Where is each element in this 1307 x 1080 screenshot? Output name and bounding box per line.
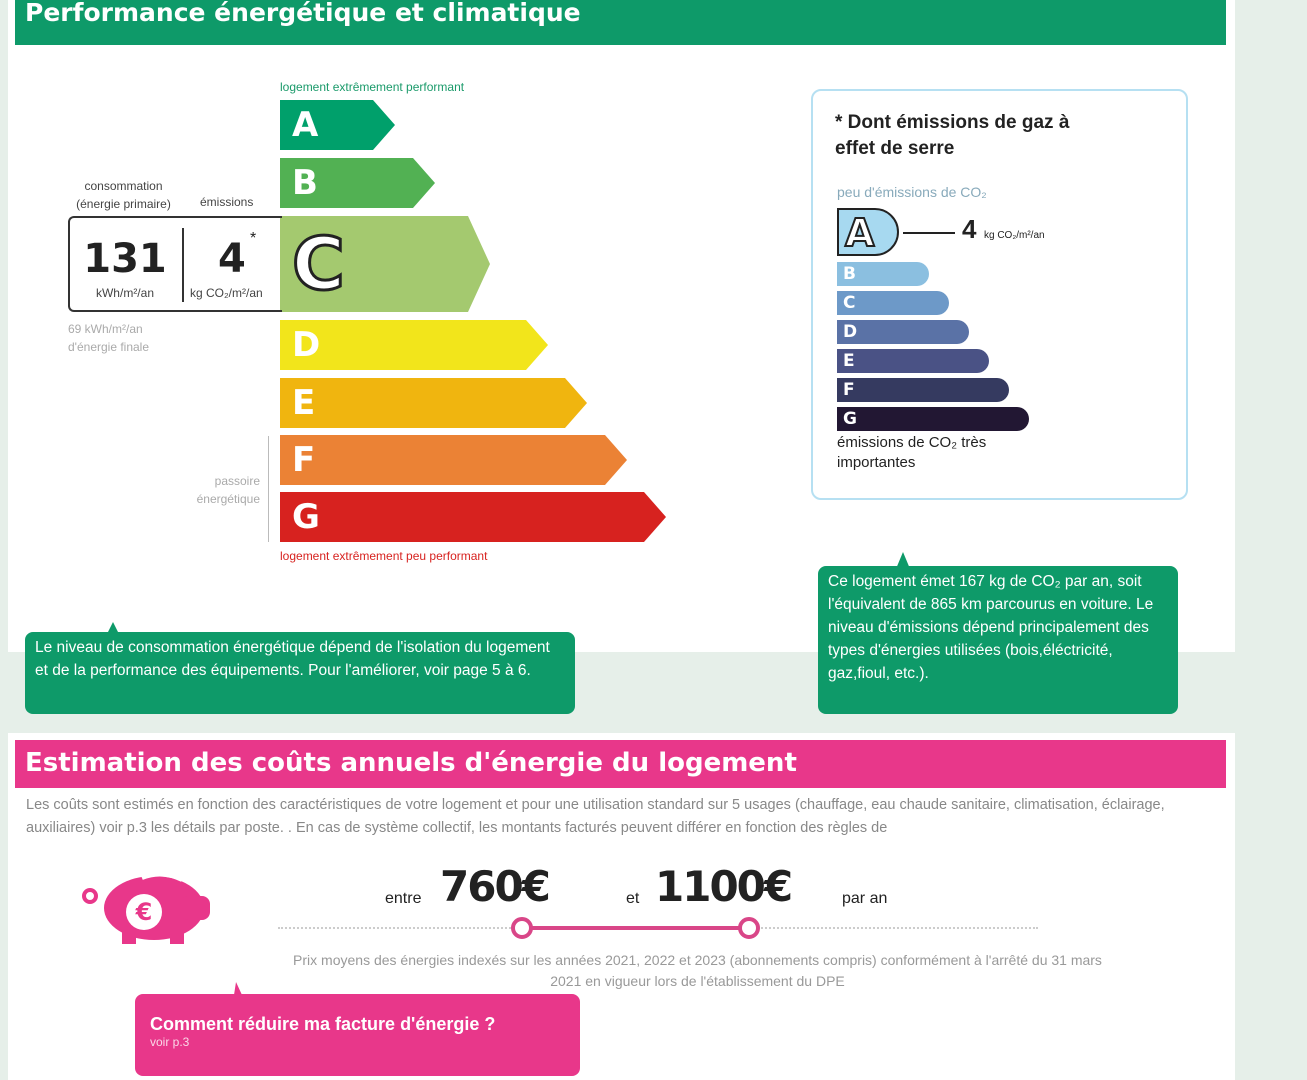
ges-class-f: F	[837, 378, 1009, 402]
min-marker	[511, 917, 533, 939]
ges-bottom-label: émissions de CO₂ très importantes	[837, 434, 987, 471]
emissions-value: 4	[218, 236, 246, 282]
price-note: Prix moyens des énergies indexés sur les…	[293, 952, 1102, 989]
cost-range-bar	[522, 926, 748, 930]
final-energy: 69 kWh/m²/an d'énergie finale	[68, 322, 150, 354]
ges-value: 4	[962, 214, 977, 244]
energy-class-f: F	[280, 435, 627, 485]
piggy-bank-icon: €	[82, 866, 217, 946]
emissions-star: *	[250, 230, 257, 247]
reduce-bill-callout[interactable]: Comment réduire ma facture d'énergie ? v…	[135, 994, 580, 1076]
emissions-label: émissions	[200, 195, 254, 209]
passoire-line	[268, 436, 269, 542]
per-year-label: par an	[842, 890, 888, 907]
bottom-performance-label: logement extrêmement peu performant	[280, 549, 488, 563]
reduce-bill-title: Comment réduire ma facture d'énergie ?	[150, 1014, 496, 1034]
costs-intro: Les coûts sont estimés en fonction des c…	[26, 797, 1165, 836]
energy-class-d: D	[280, 320, 548, 370]
ges-class-e: E	[837, 349, 989, 373]
svg-text:€: €	[135, 898, 153, 926]
min-cost: 760€	[440, 862, 551, 911]
ges-class-b: B	[837, 262, 929, 286]
emissions-callout: Ce logement émet 167 kg de CO₂ par an, s…	[818, 566, 1178, 714]
max-marker	[738, 917, 760, 939]
divider	[182, 228, 184, 302]
ges-class-g: G	[837, 407, 1029, 431]
between-label: entre	[385, 890, 422, 907]
passoire-label: passoire énergétique	[196, 474, 260, 506]
ges-class-a: A	[837, 208, 899, 256]
consumption-value: 131	[83, 236, 167, 282]
max-cost: 1100€	[655, 862, 793, 911]
energy-class-g: G	[280, 492, 666, 542]
ges-top-label: peu d'émissions de CO₂	[837, 184, 987, 200]
consumption-label: consommation (énergie primaire)	[76, 179, 171, 211]
top-performance-label: logement extrêmement performant	[280, 80, 465, 94]
consumption-callout: Le niveau de consommation énergétique dé…	[25, 632, 575, 714]
and-label: et	[626, 890, 640, 907]
energy-class-e: E	[280, 378, 587, 428]
costs-section-title: Estimation des coûts annuels d'énergie d…	[15, 740, 1226, 788]
ges-class-c: C	[837, 291, 949, 315]
energy-class-a: A	[280, 100, 395, 150]
energy-class-b: B	[280, 158, 435, 208]
energy-class-c: C	[280, 216, 490, 312]
ges-title: * Dont émissions de gaz à effet de serre	[835, 112, 1070, 159]
ges-class-d: D	[837, 320, 969, 344]
emissions-unit: kg CO₂/m²/an	[190, 286, 263, 300]
consumption-unit: kWh/m²/an	[95, 286, 154, 300]
score-box: 131 kWh/m²/an 4 * kg CO₂/m²/an	[68, 216, 282, 312]
energy-section-title: Performance énergétique et climatique	[15, 0, 1226, 45]
reduce-bill-link[interactable]: voir p.3	[150, 1035, 190, 1049]
ges-value-line	[903, 232, 955, 234]
ges-unit: kg CO₂/m²/an	[984, 230, 1045, 241]
